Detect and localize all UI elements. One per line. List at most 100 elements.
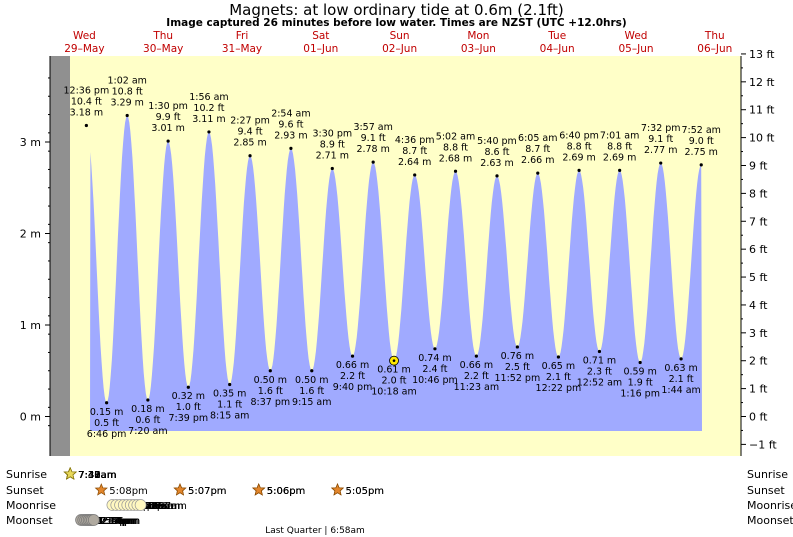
sunrise-icon — [63, 467, 77, 480]
low-tide-time: 8:15 am — [210, 410, 249, 421]
tide-point — [618, 168, 622, 172]
low-tide-time: 11:52 pm — [495, 373, 541, 384]
sunset-icon — [173, 483, 187, 496]
tide-point — [659, 161, 663, 165]
sunrise-time: 7:38am — [78, 470, 116, 481]
day-name: Wed — [625, 30, 648, 42]
low-tide-meters: 0.18 m — [131, 404, 164, 415]
high-tide-feet: 9.6 ft — [278, 119, 303, 130]
high-tide-feet: 10.8 ft — [112, 86, 143, 97]
left-axis-tick-label: 3 m — [20, 136, 41, 149]
high-tide-meters: 3.11 m — [192, 114, 225, 125]
high-tide-feet: 9.1 ft — [648, 134, 673, 145]
low-tide-meters: 0.59 m — [623, 367, 656, 378]
moonset-time: 2:51pm — [102, 516, 141, 527]
right-axis-tick-label: 0 ft — [749, 411, 768, 424]
day-date: 05–Jun — [618, 43, 653, 55]
right-axis-tick-label: 12 ft — [749, 76, 775, 89]
low-tide-feet: 2.5 ft — [505, 362, 530, 373]
tide-point — [474, 354, 478, 358]
tide-point — [330, 166, 334, 171]
right-axis-tick-label: 5 ft — [749, 271, 768, 284]
day-date: 31–May — [222, 43, 262, 55]
high-tide-feet: 8.9 ft — [320, 140, 345, 151]
right-axis-tick-label: 6 ft — [749, 243, 768, 256]
moonrise-time: 1:04am — [135, 501, 173, 512]
tide-point — [536, 171, 540, 175]
sunrise-row-label: Sunrise — [6, 468, 47, 481]
high-tide-time: 1:30 pm — [148, 101, 188, 112]
low-tide-time: 10:46 pm — [412, 375, 458, 386]
right-axis-tick-label: 2 ft — [749, 355, 768, 368]
sunrise-time: 7:39am — [78, 470, 116, 481]
low-tide-meters: 0.32 m — [172, 391, 205, 402]
right-axis-tick-label: 1 ft — [749, 383, 768, 396]
low-tide-feet: 2.2 ft — [464, 371, 489, 382]
high-tide-time: 12:36 pm — [64, 86, 110, 97]
high-tide-feet: 8.8 ft — [567, 141, 592, 152]
moonset-time: 1:17pm — [97, 516, 136, 527]
high-tide-meters: 2.66 m — [521, 155, 554, 166]
tide-point — [289, 146, 293, 151]
moonrise-time: 3:08am — [142, 501, 180, 512]
right-axis-tick-label: 8 ft — [749, 187, 768, 200]
moonrise-time: 5:07am — [149, 501, 187, 512]
low-tide-meters: 0.15 m — [90, 407, 123, 418]
high-tide-time: 5:40 pm — [477, 136, 517, 147]
low-tide-meters: 0.74 m — [418, 353, 451, 364]
low-tide-feet: 2.3 ft — [587, 367, 612, 378]
right-axis-tick-label: −1 ft — [749, 438, 777, 451]
high-tide-feet: 9.0 ft — [689, 136, 714, 147]
moonset-time: 12:14pm — [93, 516, 138, 527]
sunrise-time: 7:37am — [78, 470, 116, 481]
day-date: 30–May — [143, 43, 183, 55]
low-tide-meters: 0.61 m — [377, 365, 410, 376]
moonset-icon — [87, 514, 100, 526]
day-name: Mon — [467, 30, 489, 42]
tide-point — [413, 173, 417, 177]
high-tide-time: 3:57 am — [353, 122, 392, 133]
high-tide-meters: 2.69 m — [603, 152, 636, 163]
low-tide-time: 1:44 am — [661, 385, 700, 396]
low-tide-time: 12:52 am — [577, 378, 622, 389]
sunset-time: 5:06pm — [267, 486, 306, 497]
sunrise-time: 7:43am — [78, 470, 116, 481]
high-tide-feet: 9.1 ft — [361, 133, 386, 144]
tide-point — [597, 349, 602, 354]
sunset-icon — [330, 483, 345, 496]
day-name: Sat — [312, 30, 329, 42]
left-axis-tick-label: 0 m — [20, 411, 41, 424]
day-date: 04–Jun — [540, 43, 575, 55]
moonset-row-label-right: Moonset — [747, 514, 793, 527]
moonrise-time: 2:07am — [139, 501, 177, 512]
chart-title: Magnets: at low ordinary tide at 0.6m (2… — [229, 1, 564, 19]
low-tide-feet: 2.1 ft — [669, 374, 694, 385]
sunset-time: 5:07pm — [188, 486, 227, 497]
high-tide-feet: 8.6 ft — [484, 147, 509, 158]
tide-point — [228, 382, 232, 387]
high-tide-meters: 2.85 m — [233, 138, 266, 149]
high-tide-feet: 10.2 ft — [193, 103, 224, 114]
high-tide-time: 7:01 am — [600, 130, 639, 141]
chart-subtitle: Image captured 26 minutes before low wat… — [166, 17, 627, 29]
left-axis-tick-label: 2 m — [20, 228, 41, 241]
moonset-time: 1:47pm — [98, 516, 137, 527]
high-tide-meters: 2.75 m — [685, 147, 718, 158]
day-name: Thu — [704, 30, 725, 42]
high-tide-meters: 2.64 m — [398, 157, 431, 168]
sunset-icon — [94, 483, 108, 496]
tide-point — [679, 357, 683, 361]
day-name: Tue — [547, 30, 566, 42]
high-tide-feet: 9.9 ft — [156, 112, 181, 123]
low-tide-feet: 2.1 ft — [546, 372, 571, 383]
tide-point — [207, 130, 211, 134]
low-tide-feet: 1.9 ft — [628, 378, 653, 389]
high-tide-meters: 3.29 m — [110, 97, 143, 108]
low-tide-feet: 0.5 ft — [94, 418, 119, 429]
high-tide-time: 6:05 am — [518, 133, 557, 144]
tide-point — [495, 174, 499, 178]
current-time-dot — [392, 359, 396, 362]
moonrise-time: 10:52pm — [128, 501, 173, 512]
